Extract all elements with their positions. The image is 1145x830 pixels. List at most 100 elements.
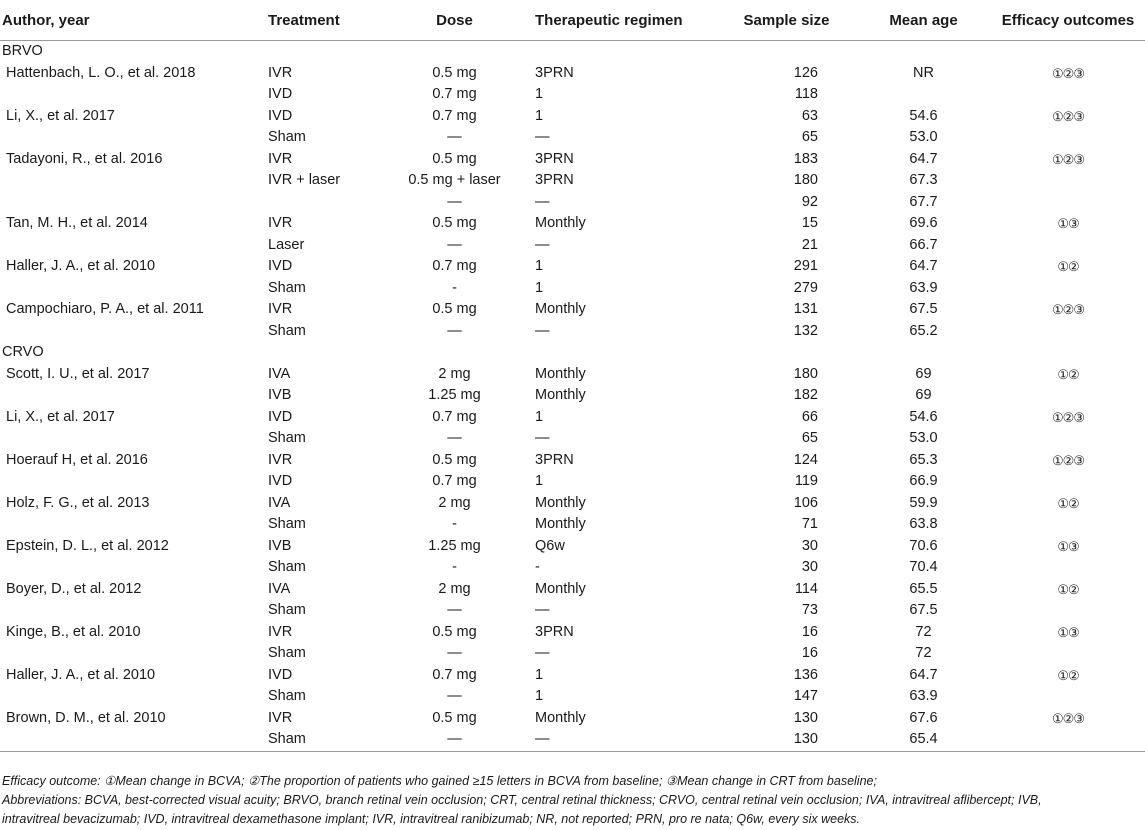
cell-author-year: [0, 514, 266, 536]
cell-efficacy-outcomes: ①②: [1057, 366, 1079, 382]
cell-regimen: 3PRN: [535, 64, 574, 81]
table-row: Kinge, B., et al. 2010 IVR 0.5 mg 3PRN 16 72 ①…: [0, 622, 1145, 644]
table-row: IVB 1.25 mg Monthly 182 69: [0, 385, 1145, 407]
table-row: Tadayoni, R., et al. 2016 IVR 0.5 mg 3PRN 18…: [0, 149, 1145, 171]
table-row: Holz, F. G., et al. 2013 IVA 2 mg Monthly 10…: [0, 493, 1145, 515]
cell-regimen: Monthly: [535, 215, 586, 231]
cell-sample-size: 92: [801, 193, 818, 210]
cell-regimen: Monthly: [535, 365, 586, 382]
table-row: IVR + laser 0.5 mg + laser 3PRN 180 67.3: [0, 170, 1145, 192]
cell-dose: 0.5 mg: [432, 215, 477, 231]
cell-regimen: —: [535, 645, 550, 661]
table-body: BRVO Hattenbach, L. O., et al. 2018 IVR 0.5…: [0, 41, 1145, 752]
cell-mean-age: 65.2: [909, 322, 938, 339]
table-row: Tan, M. H., et al. 2014 IVR 0.5 mg Monthly 1…: [0, 213, 1145, 235]
cell-author-year: [0, 170, 266, 192]
cell-efficacy-outcomes: ①③: [1057, 538, 1079, 554]
table-row: IVD 0.7 mg 1 119 66.9: [0, 471, 1145, 493]
cell-mean-age: 72: [915, 645, 932, 661]
cell-mean-age: 64.7: [909, 258, 938, 274]
cell-sample-size: 63: [801, 107, 818, 124]
cell-treatment: IVB: [268, 537, 292, 554]
cell-author-year: Haller, J. A., et al. 2010: [6, 666, 156, 683]
cell-mean-age: 63.8: [909, 516, 938, 532]
cell-dose: 0.7 mg: [432, 258, 477, 274]
table-footnote: Efficacy outcome: ①Mean change in BCVA; …: [2, 772, 1142, 829]
group-row-brvo: BRVO: [0, 41, 1145, 63]
header-treatment: Treatment: [266, 0, 376, 41]
cell-dose: —: [447, 322, 462, 339]
table-row: Sham — — 73 67.5: [0, 600, 1145, 622]
cell-treatment: [266, 192, 376, 214]
cell-dose: 0.5 mg: [432, 150, 477, 167]
cell-author-year: [0, 192, 266, 214]
cell-efficacy-outcomes: ①③: [1057, 624, 1079, 640]
cell-regimen: 1: [535, 666, 544, 683]
cell-mean-age: 69: [915, 387, 932, 403]
cell-dose: 2 mg: [438, 580, 471, 597]
header-author-year: Author, year: [0, 0, 266, 41]
cell-efficacy-outcomes: ①③: [1057, 216, 1079, 231]
cell-treatment: Sham: [268, 430, 306, 446]
cell-dose: 1.25 mg: [428, 537, 481, 554]
cell-treatment: IVR: [268, 301, 293, 317]
cell-treatment: IVR: [268, 451, 293, 468]
cell-sample-size: 15: [801, 215, 818, 231]
cell-author-year: [0, 729, 266, 752]
cell-treatment: IVD: [268, 408, 293, 425]
cell-treatment: Sham: [268, 602, 306, 618]
cell-efficacy-outcomes: [991, 385, 1145, 407]
cell-efficacy-outcomes: [991, 428, 1145, 450]
cell-dose: —: [447, 645, 462, 661]
group-label: CRVO: [2, 344, 44, 360]
cell-sample-size: 131: [793, 301, 818, 317]
cell-regimen: Monthly: [535, 387, 586, 403]
cell-regimen: 3PRN: [535, 623, 574, 640]
cell-mean-age: 67.7: [909, 193, 938, 210]
cell-efficacy-outcomes: ①②③: [1052, 151, 1085, 167]
table-row: Sham - 1 279 63.9: [0, 278, 1145, 300]
cell-regimen: Monthly: [535, 494, 586, 511]
cell-efficacy-outcomes: [991, 84, 1145, 106]
cell-sample-size: 132: [793, 322, 818, 339]
table-row: Sham — — 16 72: [0, 643, 1145, 665]
cell-author-year: Hoerauf H, et al. 2016: [6, 451, 148, 468]
cell-efficacy-outcomes: [991, 729, 1145, 752]
cell-treatment: IVB: [268, 387, 292, 403]
cell-dose: —: [447, 688, 462, 704]
cell-author-year: [0, 471, 266, 493]
cell-treatment: Sham: [268, 322, 306, 339]
cell-treatment: IVD: [268, 666, 293, 683]
cell-mean-age: 65.3: [909, 451, 938, 468]
cell-sample-size: 16: [801, 623, 818, 640]
cell-sample-size: 30: [801, 559, 818, 575]
cell-treatment: IVR: [268, 150, 293, 167]
cell-efficacy-outcomes: ①②: [1057, 581, 1079, 597]
cell-dose: 2 mg: [438, 494, 471, 511]
cell-dose: 0.5 mg: [432, 623, 477, 640]
cell-sample-size: 130: [793, 709, 818, 726]
cell-sample-size: 182: [793, 387, 818, 403]
header-therapeutic-regimen: Therapeutic regimen: [533, 0, 717, 41]
cell-regimen: —: [535, 236, 550, 253]
cell-sample-size: 16: [801, 645, 818, 661]
cell-regimen: 3PRN: [535, 150, 574, 167]
cell-author-year: [0, 686, 266, 708]
cell-sample-size: 180: [793, 365, 818, 382]
cell-author-year: [0, 600, 266, 622]
cell-mean-age: 67.6: [909, 709, 938, 726]
cell-dose: 0.7 mg: [432, 107, 477, 124]
table-row: Sham — 1 147 63.9: [0, 686, 1145, 708]
cell-regimen: 3PRN: [535, 451, 574, 468]
cell-dose: 0.5 mg: [432, 709, 477, 726]
table-row: Sham — — 132 65.2: [0, 321, 1145, 343]
cell-treatment: IVR + laser: [268, 172, 341, 188]
cell-dose: 0.5 mg + laser: [408, 172, 501, 188]
cell-sample-size: 180: [793, 172, 818, 188]
cell-regimen: 1: [535, 279, 544, 296]
footnote-abbreviations-continued: intravitreal bevacizumab; IVD, intravitr…: [2, 812, 861, 826]
cell-sample-size: 118: [794, 86, 818, 102]
cell-efficacy-outcomes: [991, 235, 1145, 257]
cell-dose: -: [452, 559, 457, 575]
